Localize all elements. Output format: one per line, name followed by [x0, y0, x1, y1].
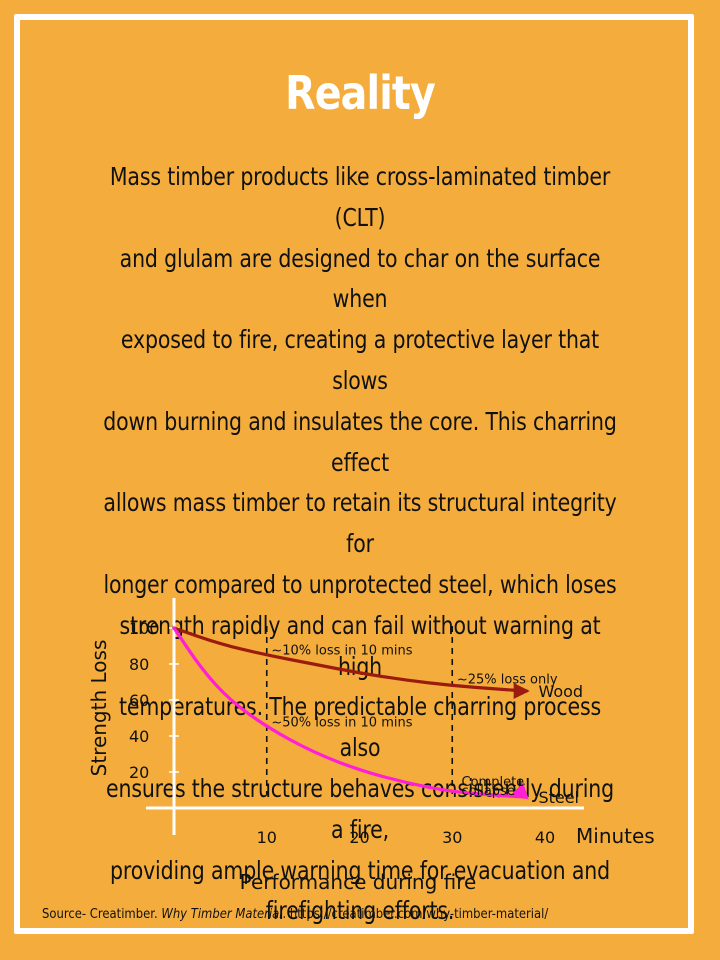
- x-axis-title: Performance during fire: [240, 870, 477, 894]
- source-citation: Source- Creatimber. Why Timber Material.…: [42, 906, 548, 922]
- chart-annotation: ~25% loss only: [457, 672, 558, 687]
- y-tick-label: 20: [129, 763, 149, 782]
- wood-series-line: [172, 626, 530, 699]
- chart-annotation: ~50% loss in 10 mins: [271, 716, 412, 731]
- body-line: providing ample warning time for evacuat…: [110, 855, 610, 885]
- body-line: exposed to fire, creating a protective l…: [120, 325, 600, 395]
- white-border-frame: [14, 14, 694, 934]
- y-tick-label: 100: [129, 619, 160, 638]
- source-prefix: Source- Creatimber.: [42, 906, 162, 922]
- x-tick-label: 10: [257, 828, 277, 847]
- body-line: firefighting efforts.: [265, 896, 455, 926]
- y-tick-label: 40: [129, 727, 149, 746]
- page-title: Reality: [285, 66, 436, 120]
- x-tick-label: 30: [442, 828, 462, 847]
- body-line: down burning and insulates the core. Thi…: [103, 406, 617, 477]
- chart-annotation: collapse: [462, 784, 515, 799]
- y-tick-label: 80: [129, 655, 149, 674]
- body-line: Mass timber products like cross-laminate…: [109, 162, 611, 232]
- chart-annotation: ~10% loss in 10 mins: [271, 644, 412, 659]
- x-tick-label: 20: [349, 828, 369, 847]
- body-line: allows mass timber to retain its structu…: [103, 488, 617, 559]
- chart-annotation: Complete: [462, 775, 525, 790]
- body-line: longer compared to unprotected steel, wh…: [103, 569, 617, 599]
- y-axis-title: Strength Loss: [87, 640, 111, 777]
- x-unit-label: Minutes: [576, 824, 655, 848]
- steel-series-line: [172, 626, 530, 805]
- body-line: and glulam are designed to char on the s…: [119, 243, 601, 314]
- source-title: Why Timber Material: [161, 906, 283, 922]
- y-tick-label: 60: [129, 691, 149, 710]
- source-url: . https://creatimber.com/why-timber-mate…: [282, 906, 549, 922]
- steel-series-label: Steel: [538, 788, 579, 807]
- x-tick-label: 40: [535, 828, 555, 847]
- body-line: strength rapidly and can fail without wa…: [119, 610, 601, 681]
- wood-series-label: Wood: [538, 682, 583, 701]
- body-paragraph: Mass timber products like cross-laminate…: [98, 157, 623, 932]
